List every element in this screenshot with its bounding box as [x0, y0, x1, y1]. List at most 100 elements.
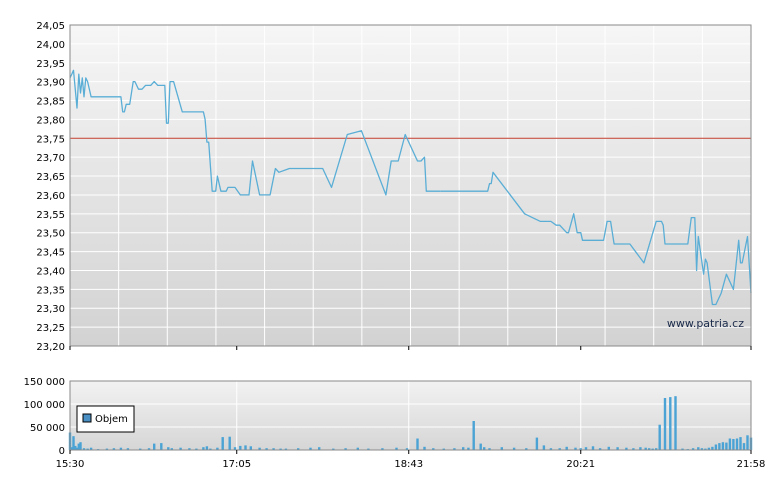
volume-bar	[112, 448, 116, 450]
volume-bar	[721, 442, 725, 450]
volume-bar	[718, 443, 721, 450]
volume-x-tick-label: 20:21	[566, 459, 595, 470]
volume-bar	[209, 448, 212, 450]
volume-bar	[591, 446, 595, 450]
volume-bar	[179, 447, 182, 450]
volume-bar	[714, 444, 718, 450]
volume-bar	[216, 447, 219, 450]
volume-bar	[244, 445, 247, 450]
price-gridlines	[70, 24, 751, 347]
volume-bar	[423, 446, 426, 450]
volume-bar	[742, 443, 746, 450]
volume-bar	[442, 448, 445, 450]
price-y-tick-label: 23,80	[36, 115, 65, 126]
volume-bar	[356, 447, 359, 450]
volume-bar	[681, 448, 684, 450]
volume-x-tick-label: 21:58	[737, 459, 766, 470]
volume-bar	[453, 448, 456, 450]
volume-bar	[77, 443, 80, 450]
price-plot-border	[69, 24, 752, 347]
price-y-tick-label: 23,45	[36, 248, 65, 259]
volume-bar	[147, 448, 151, 450]
volume-bar	[739, 437, 742, 450]
volume-bar	[725, 442, 728, 450]
volume-bar	[297, 448, 300, 450]
price-y-tick-label: 23,75	[36, 134, 65, 145]
volume-bar	[584, 447, 588, 450]
volume-bar	[70, 447, 73, 450]
volume-x-tick-label: 18:43	[394, 459, 423, 470]
volume-bar	[344, 448, 347, 450]
volume-bar	[479, 443, 482, 450]
volume-bar	[625, 447, 628, 450]
price-series-group	[69, 69, 752, 306]
volume-bar	[221, 437, 224, 450]
volume-plot-border	[69, 380, 752, 451]
volume-bar	[500, 447, 503, 450]
volume-bar	[195, 448, 198, 450]
volume-legend: Objem	[76, 405, 135, 433]
volume-bar	[233, 447, 237, 450]
price-y-tick-label: 23,90	[36, 78, 65, 89]
price-series-line-0	[69, 69, 441, 196]
volume-bar	[153, 443, 156, 450]
volume-bar	[272, 448, 275, 450]
volume-bar	[674, 396, 677, 450]
volume-bar	[691, 448, 695, 450]
volume-bar	[74, 445, 77, 450]
volume-bar	[639, 447, 642, 450]
price-y-tick-label: 23,85	[36, 97, 65, 108]
volume-bar	[258, 447, 261, 450]
volume-bar	[512, 447, 516, 450]
volume-bar	[704, 448, 707, 450]
volume-bar	[249, 446, 252, 450]
volume-y-tick-label: 0	[59, 446, 65, 457]
volume-bar	[79, 442, 82, 450]
price-y-tick-label: 24,05	[36, 21, 65, 32]
volume-bar	[395, 447, 398, 450]
volume-y-tick-label: 50 000	[30, 423, 65, 434]
volume-bar	[746, 435, 749, 450]
volume-bar	[651, 448, 654, 450]
volume-bar	[119, 447, 123, 450]
volume-x-ticks: 15:30 17:05 18:43 20:21 21:58	[56, 346, 766, 470]
volume-bar	[535, 437, 539, 450]
price-y-tick-label: 23,60	[36, 191, 65, 202]
volume-bar	[525, 448, 528, 450]
legend-swatch	[82, 413, 92, 423]
volume-bar	[607, 446, 610, 450]
volume-bar	[86, 448, 89, 450]
volume-bar	[732, 439, 735, 450]
volume-bar	[332, 448, 335, 450]
price-y-tick-label: 23,95	[36, 59, 65, 70]
volume-bar	[228, 436, 231, 450]
volume-bar	[462, 447, 465, 450]
volume-bar	[405, 448, 409, 450]
price-y-tick-label: 23,35	[36, 285, 65, 296]
volume-bar	[72, 436, 75, 450]
price-series-line-1	[482, 171, 752, 306]
price-y-tick-label: 23,30	[36, 304, 65, 315]
volume-bar	[648, 448, 651, 450]
volume-bar	[309, 447, 312, 450]
volume-bar	[416, 438, 419, 450]
volume-bar	[75, 447, 79, 450]
volume-bar	[89, 447, 93, 450]
volume-y-tick-label: 100 000	[24, 400, 65, 411]
volume-bar	[558, 448, 561, 450]
volume-bar	[265, 448, 268, 450]
volume-bar	[188, 448, 191, 450]
price-y-tick-label: 23,65	[36, 172, 65, 183]
volume-bar	[367, 448, 370, 450]
volume-bar	[669, 397, 672, 450]
volume-bar	[284, 448, 288, 450]
volume-bar	[579, 448, 582, 450]
volume-bar	[700, 448, 704, 450]
volume-bar	[697, 447, 700, 450]
volume-bar	[105, 448, 109, 450]
volume-bar	[658, 424, 661, 450]
volume-bar	[549, 448, 553, 450]
volume-bar	[574, 447, 577, 450]
